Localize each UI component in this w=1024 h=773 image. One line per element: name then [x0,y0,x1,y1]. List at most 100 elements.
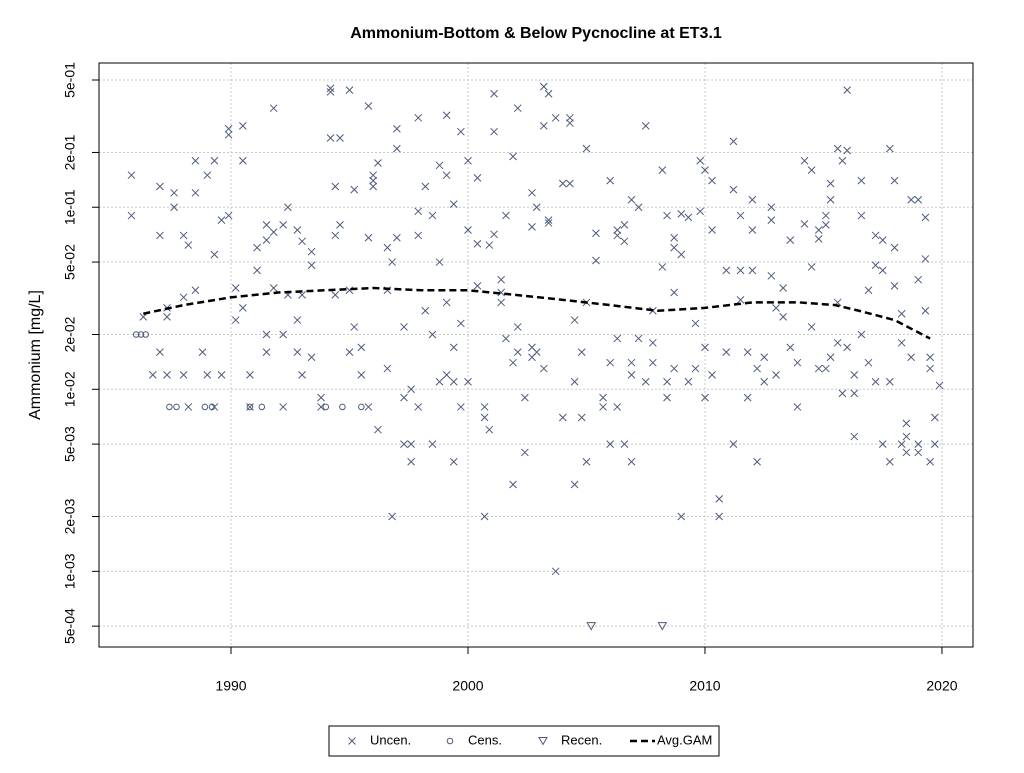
chart-title: Ammonium-Bottom & Below Pycnocline at ET… [350,25,722,42]
x-marker [203,371,212,379]
x-marker [729,185,738,194]
x-marker [203,171,212,180]
x-marker [156,182,164,191]
x-marker [246,371,254,379]
x-marker [935,381,944,390]
x-marker [421,306,430,315]
x-marker [179,371,188,379]
x-marker [170,203,178,212]
x-marker [326,88,335,96]
x-marker [850,432,859,441]
x-marker [627,358,636,367]
x-marker [336,221,344,229]
x-marker [369,182,378,191]
x-marker [191,188,200,197]
x-marker [293,316,302,324]
x-marker [528,188,536,197]
x-marker [502,211,510,220]
x-marker [513,104,522,113]
x-marker [577,413,586,422]
x-marker [490,230,498,239]
x-marker [210,250,219,259]
x-marker [599,393,607,402]
x-marker [414,113,423,122]
x-marker [485,241,494,249]
x-marker [566,113,574,122]
x-marker [772,371,780,379]
x-marker [648,358,657,367]
x-marker [722,348,731,356]
x-marker [497,288,506,297]
x-marker [715,512,724,521]
x-marker [592,256,600,265]
x-marker [648,338,657,347]
x-marker [326,134,335,142]
x-marker [369,171,378,180]
x-marker [684,213,693,222]
circle-marker [166,403,173,411]
x-marker [772,304,780,312]
legend-label: Cens. [468,732,502,747]
x-marker [539,82,548,91]
x-marker [457,403,465,411]
circle-marker [208,403,216,411]
x-marker [606,358,615,367]
x-marker [485,425,494,434]
x-marker [407,457,415,466]
x-marker [902,432,911,441]
x-marker [497,275,506,284]
x-marker [897,338,906,347]
x-marker [497,298,506,307]
circle-marker [142,331,149,338]
x-marker [914,448,923,457]
x-marker [262,330,271,339]
y-tick-label: 5e-01 [62,62,78,98]
x-marker [279,403,287,411]
x-marker [521,393,529,402]
x-marker [736,295,745,304]
x-marker [926,457,934,466]
x-marker [307,247,316,256]
x-marker [435,258,444,266]
x-marker [357,343,366,352]
x-marker [729,137,738,146]
x-marker [293,226,302,234]
x-marker [871,377,880,386]
x-marker [800,220,809,228]
x-marker [473,174,482,182]
x-marker [890,176,899,185]
x-marker [620,237,629,246]
x-marker [509,358,517,367]
x-marker [457,127,465,136]
x-marker [532,203,541,212]
x-marker [864,286,873,295]
x-marker [582,457,591,466]
x-marker [307,261,316,270]
x-marker [620,440,629,448]
x-marker [407,385,415,394]
x-marker [786,343,795,352]
x-marker [885,457,894,466]
x-marker [850,371,859,379]
x-marker [457,319,465,328]
circle-marker [322,403,330,411]
x-marker [767,203,776,212]
y-tick-label: 2e-01 [62,134,78,170]
legend-label: Uncen. [370,732,411,747]
x-marker [217,371,226,379]
x-marker [753,364,761,373]
x-marker [449,200,458,209]
x-marker [224,130,233,139]
x-marker [914,275,923,284]
x-marker [826,179,835,188]
x-marker [184,403,193,411]
circle-marker [201,403,209,411]
x-marker [191,156,200,165]
x-marker [269,104,278,113]
x-marker [388,512,397,521]
x-marker [464,226,472,234]
x-marker [914,195,923,204]
x-marker [677,209,686,218]
x-marker [435,377,444,386]
x-marker [613,403,622,411]
